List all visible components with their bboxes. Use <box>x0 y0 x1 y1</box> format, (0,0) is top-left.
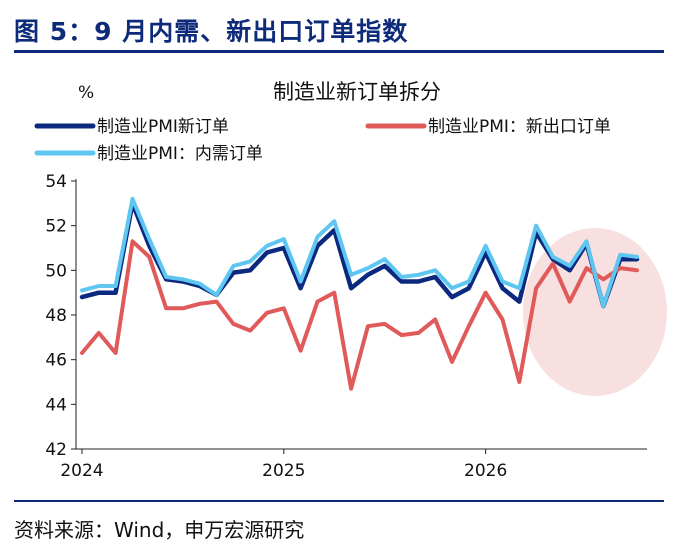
axes: 42 44 46 48 50 52 54 2024 2025 2026 <box>45 172 647 481</box>
x-tick-label: 2026 <box>464 461 507 481</box>
y-tick-label: 50 <box>45 261 67 281</box>
series-line-domestic-orders <box>80 196 639 309</box>
x-tick-label: 2025 <box>262 461 305 481</box>
y-tick-label: 42 <box>45 440 67 460</box>
series-lines <box>79 196 640 391</box>
legend-label-domestic-orders: 制造业PMI：内需订单 <box>97 144 263 164</box>
title-rule <box>14 50 664 53</box>
y-tick-label: 54 <box>45 172 67 192</box>
y-axis-unit: % <box>78 83 94 103</box>
series-line-export-orders <box>80 239 639 391</box>
y-tick-label: 46 <box>45 351 67 371</box>
source-note: 资料来源：Wind，申万宏源研究 <box>14 518 305 542</box>
highlight-ellipse <box>522 228 667 396</box>
figure-title: 图 5：9 月内需、新出口订单指数 <box>14 17 409 46</box>
source-rule <box>14 500 664 502</box>
y-tick-label: 52 <box>45 217 67 237</box>
y-tick-label: 44 <box>45 395 67 415</box>
y-tick-label: 48 <box>45 306 67 326</box>
highlight-region <box>522 228 667 396</box>
chart-title: 制造业新订单拆分 <box>273 80 441 104</box>
x-tick-label: 2024 <box>60 461 103 481</box>
legend-label-export-orders: 制造业PMI：新出口订单 <box>428 117 611 137</box>
series-line-new-orders <box>79 201 640 309</box>
legend-label-new-orders: 制造业PMI新订单 <box>97 117 229 137</box>
